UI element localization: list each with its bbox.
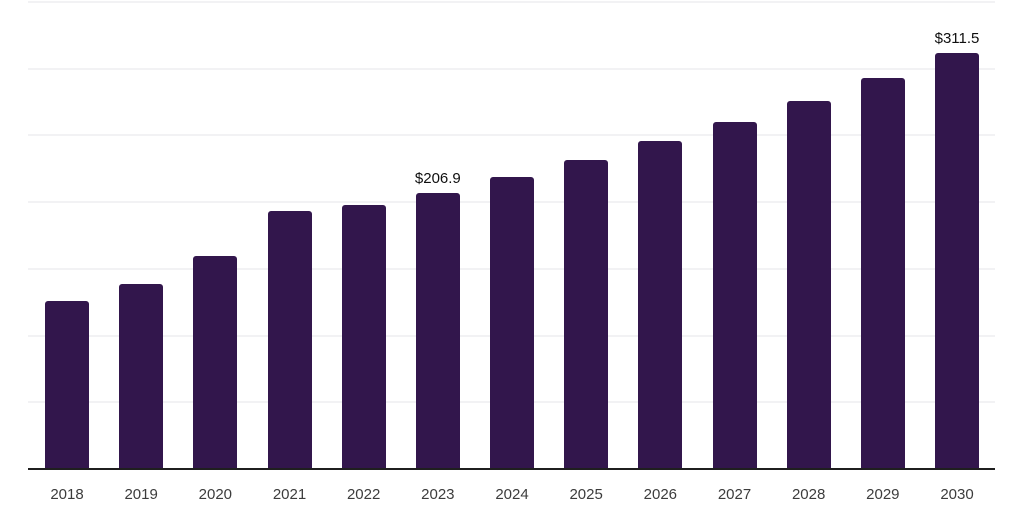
x-tick-label-2020: 2020 [198, 486, 233, 503]
x-tick-label-2027: 2027 [717, 486, 752, 503]
bar-2025[interactable] [564, 160, 609, 469]
x-tick-label-2025: 2025 [569, 486, 603, 503]
bar-2023[interactable] [415, 192, 460, 469]
x-tick-label-2028: 2028 [791, 486, 826, 503]
bar-2018[interactable] [45, 300, 89, 469]
x-tick-label-2018: 2018 [50, 486, 84, 503]
value-label-2030: $311.5 [934, 30, 980, 48]
bar-2024[interactable] [490, 177, 534, 469]
gridline-250 [28, 134, 995, 137]
x-axis-line [28, 468, 995, 470]
bar-2022[interactable] [341, 204, 386, 469]
bar-2029[interactable] [860, 77, 905, 469]
x-tick-label-2021: 2021 [272, 486, 307, 503]
x-tick-label-2026: 2026 [643, 486, 678, 503]
x-tick-label-2019: 2019 [124, 486, 158, 503]
gridline-350 [28, 1, 995, 3]
bar-2021[interactable] [267, 211, 312, 469]
gridline-300 [28, 67, 995, 70]
bar-2020[interactable] [193, 255, 238, 469]
x-tick-label-2024: 2024 [495, 486, 529, 503]
value-label-2023: $206.9 [414, 169, 461, 187]
bar-2030[interactable] [935, 53, 979, 469]
x-tick-label-2030: 2030 [940, 486, 974, 503]
bar-2019[interactable] [119, 283, 164, 469]
x-tick-label-2022: 2022 [346, 486, 381, 503]
x-tick-label-2023: 2023 [421, 486, 455, 503]
bar-2028[interactable] [786, 100, 831, 469]
bar-2027[interactable] [712, 121, 757, 469]
x-tick-label-2029: 2029 [866, 486, 900, 503]
bar-2026[interactable] [638, 141, 683, 469]
